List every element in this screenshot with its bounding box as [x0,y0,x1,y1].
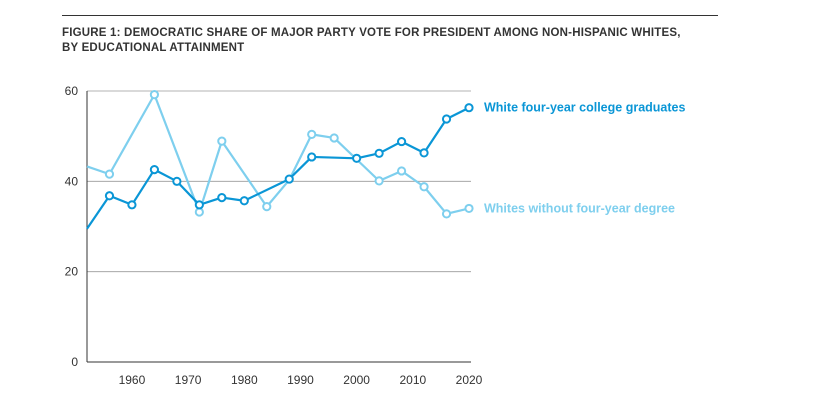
data-point [464,203,474,214]
axes [86,91,471,363]
series-line [86,106,470,230]
data-point [307,129,317,139]
data-point [419,182,429,192]
series-1 [86,90,474,219]
data-point [396,166,407,176]
data-point [419,148,429,158]
y-tick-label: 20 [65,265,79,279]
x-tick-label: 1970 [175,373,202,387]
x-tick-label: 1990 [287,373,314,387]
data-point [464,103,474,113]
figure-title-line-1: FIGURE 1: DEMOCRATIC SHARE OF MAJOR PART… [62,27,681,39]
data-point [217,192,227,203]
figure-title-line-2: BY EDUCATIONAL ATTAINMENT [62,42,245,54]
data-point [194,200,204,210]
gridlines [87,90,471,273]
data-point [352,153,362,163]
data-point [262,202,272,212]
y-tick-label: 60 [65,84,79,98]
series-lines [86,90,474,230]
series-label: White four-year college graduates [484,101,685,115]
y-tick-label: 0 [71,355,78,369]
data-point [104,169,115,179]
data-point [127,200,137,210]
data-point [149,90,160,100]
x-axis-tick-labels: 1960 1970 1980 1990 2000 2010 2020 [119,373,483,387]
x-tick-label: 1980 [231,373,258,387]
data-point [284,174,294,184]
series-label: Whites without four-year degree [484,201,675,215]
x-tick-label: 1960 [119,373,146,387]
series-labels: Whites without four-year degree White fou… [484,101,685,216]
data-point [194,207,204,217]
figure-title: FIGURE 1: DEMOCRATIC SHARE OF MAJOR PART… [62,26,722,56]
data-point [329,133,339,143]
series-0 [86,103,474,230]
data-point [441,209,452,219]
data-point [172,176,182,186]
y-tick-label: 40 [65,174,79,188]
data-point [374,176,384,186]
top-rule [62,15,718,16]
data-point [441,114,452,124]
x-tick-label: 2010 [399,373,426,387]
data-point [149,164,160,175]
data-point [307,152,317,162]
y-axis-tick-labels: 0 20 40 60 [65,84,79,369]
series-line [86,93,470,215]
data-point [104,191,115,201]
data-point [374,148,384,158]
data-point [396,136,407,147]
x-tick-label: 2000 [343,373,370,387]
data-point [239,196,249,206]
x-tick-label: 2020 [456,373,483,387]
data-point [217,136,227,146]
